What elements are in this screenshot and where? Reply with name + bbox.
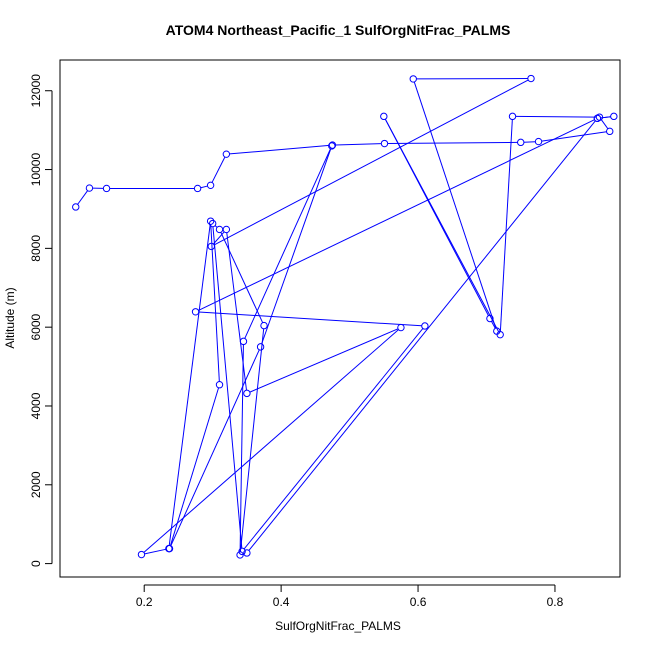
series-segment xyxy=(213,79,529,246)
series-segment xyxy=(261,148,332,345)
data-point xyxy=(486,314,494,323)
series-segment xyxy=(198,311,422,327)
data-point xyxy=(191,308,200,316)
data-point xyxy=(527,74,535,83)
series-segment xyxy=(200,185,208,189)
data-point xyxy=(260,321,268,330)
data-point xyxy=(421,322,429,330)
data-point xyxy=(206,217,215,225)
data-point xyxy=(72,203,80,211)
data-point xyxy=(215,381,224,389)
x-tick-label: 0.8 xyxy=(547,595,564,609)
series-segment xyxy=(212,226,243,549)
data-point xyxy=(328,142,336,150)
data-point xyxy=(243,549,251,557)
data-point xyxy=(137,550,146,559)
series-segment xyxy=(168,224,211,546)
y-tick-label: 6000 xyxy=(29,313,43,340)
series-segment xyxy=(515,115,597,118)
series-segment xyxy=(384,118,489,316)
data-point xyxy=(508,112,517,121)
series-segment xyxy=(170,349,260,546)
y-tick-label: 10000 xyxy=(29,153,43,187)
data-point xyxy=(222,150,231,158)
series-group xyxy=(72,74,618,559)
chart-title: ATOM4 Northeast_Pacific_1 SulfOrgNitFrac… xyxy=(166,22,511,38)
data-point xyxy=(409,75,417,83)
x-axis: 0.2 0.4 0.6 0.8 xyxy=(136,584,564,609)
data-point xyxy=(239,337,248,346)
data-point xyxy=(215,225,224,234)
data-point xyxy=(222,225,231,234)
y-tick-label: 0 xyxy=(29,560,43,567)
series-segment xyxy=(239,344,244,552)
x-tick-label: 0.2 xyxy=(136,595,153,609)
data-point xyxy=(397,323,405,332)
series-segment xyxy=(229,144,330,155)
series-segment xyxy=(541,131,607,142)
series-segment xyxy=(491,321,496,329)
y-axis: 0 2000 4000 6000 8000 10000 12000 xyxy=(29,74,53,567)
data-point xyxy=(256,343,265,351)
data-point xyxy=(238,547,246,556)
data-point xyxy=(328,141,337,149)
series-segment xyxy=(413,81,497,329)
data-point xyxy=(380,112,388,121)
series-segment xyxy=(387,141,518,145)
data-point xyxy=(606,127,614,136)
y-tick-label: 8000 xyxy=(29,235,43,262)
series-segment xyxy=(198,119,595,311)
data-point xyxy=(493,327,501,335)
series-segment xyxy=(499,119,513,332)
series-segment xyxy=(220,232,264,323)
series-segment xyxy=(77,190,88,205)
data-point xyxy=(206,181,215,190)
data-point xyxy=(534,137,543,146)
series-segment xyxy=(211,156,226,183)
plot-frame xyxy=(59,59,621,578)
data-point xyxy=(517,138,525,147)
x-tick-label: 0.6 xyxy=(410,595,427,609)
series-segment xyxy=(213,231,225,245)
data-point xyxy=(85,184,94,192)
y-axis-label: Altitude (m) xyxy=(3,287,17,348)
data-point xyxy=(610,112,618,121)
series-segment xyxy=(335,143,382,146)
data-point xyxy=(208,219,217,228)
x-axis-label: SulfOrgNitFrac_PALMS xyxy=(275,619,401,633)
y-tick-label: 2000 xyxy=(29,471,43,498)
data-point xyxy=(236,551,244,559)
series-segment xyxy=(244,148,331,339)
series-segment xyxy=(143,329,399,553)
data-point xyxy=(193,184,202,193)
series-segment xyxy=(169,387,220,546)
series-segment xyxy=(248,120,596,551)
y-tick-label: 12000 xyxy=(29,74,43,108)
data-point xyxy=(165,544,174,553)
data-point xyxy=(243,389,251,398)
series-segment xyxy=(249,328,399,393)
series-segment xyxy=(243,328,424,550)
series-segment xyxy=(600,119,609,130)
y-tick-label: 4000 xyxy=(29,392,43,419)
series-segment xyxy=(523,141,536,143)
data-point xyxy=(102,184,111,193)
x-tick-label: 0.4 xyxy=(273,595,290,609)
data-point xyxy=(380,139,389,148)
data-point xyxy=(207,242,215,251)
series-segment xyxy=(239,328,265,552)
series-segment xyxy=(144,548,166,555)
data-point xyxy=(593,114,602,123)
